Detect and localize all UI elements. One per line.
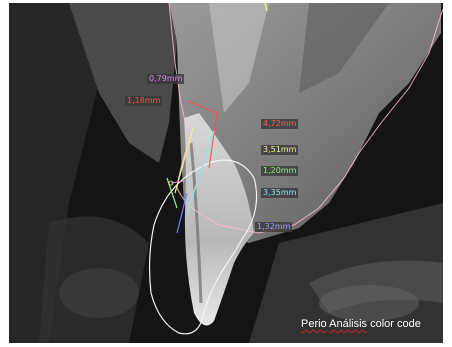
caption-word-analisis: Análisis bbox=[329, 318, 368, 330]
caption-word-color: color bbox=[370, 318, 394, 330]
ct-scan-image bbox=[9, 3, 443, 343]
measurement-label-1-32: 1,32mm bbox=[255, 222, 293, 232]
line-1-32 bbox=[176, 192, 188, 234]
measurement-label-1-20: 1,20mm bbox=[261, 166, 299, 176]
ct-scan-viewer: 0,79mm 1,18mm 4,72mm 3,51mm 1,20mm 3,35m… bbox=[9, 3, 443, 343]
measurement-label-0-79: 0,79mm bbox=[147, 74, 185, 84]
caption-word-perio: Perio bbox=[301, 318, 327, 330]
line-4-72 bbox=[186, 100, 218, 114]
caption: Perio Análisis color code bbox=[301, 318, 421, 330]
measurement-label-1-18: 1,18mm bbox=[125, 96, 163, 106]
measurement-label-3-35: 3,35mm bbox=[261, 188, 299, 198]
measurement-label-4-72: 4,72mm bbox=[261, 119, 299, 129]
line-3-35 bbox=[186, 130, 215, 214]
bone-contour bbox=[148, 159, 258, 335]
measurement-label-3-51: 3,51mm bbox=[261, 145, 299, 155]
caption-word-code: code bbox=[397, 318, 421, 330]
